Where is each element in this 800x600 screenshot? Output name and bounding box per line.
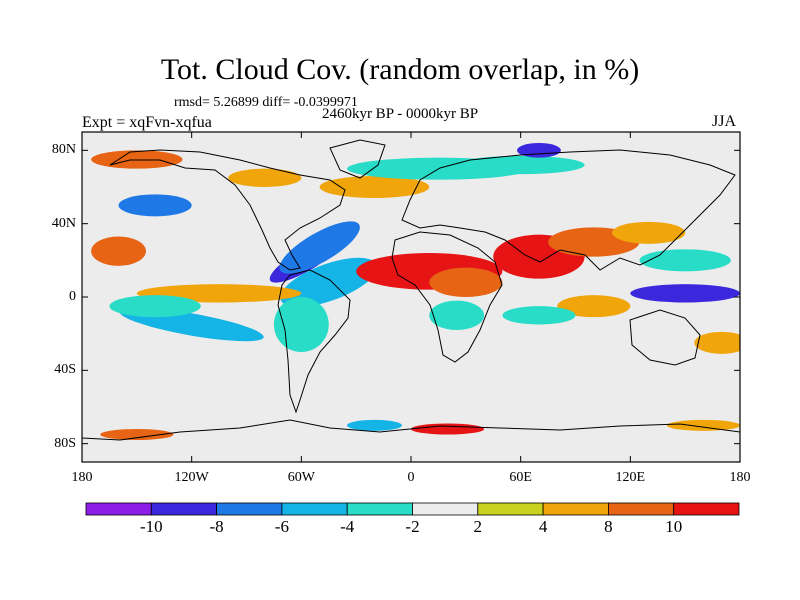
coast-north-america <box>109 149 346 271</box>
anomaly-patch-6 <box>273 297 329 352</box>
x-tick-label: 60W <box>287 470 315 485</box>
colorbar-box <box>150 502 218 516</box>
anomaly-patch-28 <box>228 168 302 187</box>
anomaly-patch-16 <box>639 249 731 272</box>
y-tick-label: 0 <box>69 289 76 304</box>
colorbar-label: 8 <box>604 517 613 536</box>
anomaly-patch-7 <box>319 176 430 198</box>
colorbar-box <box>673 502 740 516</box>
anomaly-patch-20 <box>502 306 576 325</box>
anomaly-patch-2 <box>279 221 360 274</box>
anomaly-patch-24 <box>347 419 402 431</box>
anomaly-patch-18 <box>557 295 631 318</box>
x-tick-label: 0 <box>407 470 415 485</box>
anomaly-patch-9 <box>456 155 585 175</box>
y-tick-label: 80S <box>54 435 76 451</box>
colorbar-label: -6 <box>274 517 289 536</box>
colorbar-label: 4 <box>538 517 548 536</box>
anomaly-patch-26 <box>100 429 174 440</box>
x-tick-label: 120W <box>174 470 209 485</box>
anomaly-patch-17 <box>630 284 740 303</box>
colorbar-box <box>412 502 479 516</box>
colorbar-label: -4 <box>340 517 355 536</box>
coast-australia <box>629 309 701 366</box>
colorbar-label: -10 <box>139 517 163 536</box>
colorbar-box <box>542 502 609 516</box>
anomaly-patch-22 <box>109 295 201 318</box>
coast-south-america <box>277 269 351 414</box>
anomaly-patch-19 <box>429 300 485 331</box>
colorbar-boxes <box>85 502 740 516</box>
x-tick-label: 60E <box>509 470 532 485</box>
coast-eurasia <box>401 149 736 271</box>
x-tick-label: 180 <box>71 470 93 485</box>
anomaly-patch-1 <box>280 257 378 307</box>
anomaly-patch-3 <box>118 194 192 217</box>
anomaly-field <box>91 143 740 440</box>
colorbar-box <box>346 502 413 516</box>
colorbar-box <box>281 502 348 516</box>
anomaly-patch-25 <box>666 419 740 431</box>
anomaly-patch-12 <box>429 267 503 298</box>
anomaly-patch-27 <box>694 331 740 354</box>
colorbar-label: 2 <box>473 517 483 536</box>
anomaly-patch-21 <box>91 236 146 266</box>
coastlines <box>82 139 740 441</box>
y-tick-label: 40N <box>51 215 76 231</box>
colorbar-box <box>477 502 544 516</box>
coast-antarctica <box>82 419 740 441</box>
axis-ticks <box>81 132 741 462</box>
y-tick-label: 40S <box>54 362 76 378</box>
colorbar-label: 10 <box>665 517 683 536</box>
anomaly-patch-23 <box>411 423 485 435</box>
plot-title: Tot. Cloud Cov. (random overlap, in %) <box>160 53 640 86</box>
stats-line: rmsd= 5.26899 diff= -0.0399971 <box>174 95 358 110</box>
x-tick-label: 180 <box>729 470 751 485</box>
coast-africa <box>391 231 503 363</box>
colorbar-label: -8 <box>209 517 224 536</box>
x-tick-label: 120E <box>615 470 646 485</box>
y-tick-label: 80N <box>51 142 76 158</box>
colorbar-box <box>85 502 152 516</box>
period-label: 2460kyr BP - 0000kyr BP <box>321 106 479 122</box>
anomaly-patch-10 <box>517 143 561 158</box>
coast-greenland <box>329 139 386 179</box>
colorbar-box <box>608 502 675 516</box>
colorbar-box <box>216 502 283 516</box>
season-label: JJA <box>712 113 737 130</box>
anomaly-patch-15 <box>612 221 686 244</box>
experiment-label: Expt = xqFvn-xqfua <box>82 114 212 131</box>
colorbar-label: -2 <box>405 517 420 536</box>
